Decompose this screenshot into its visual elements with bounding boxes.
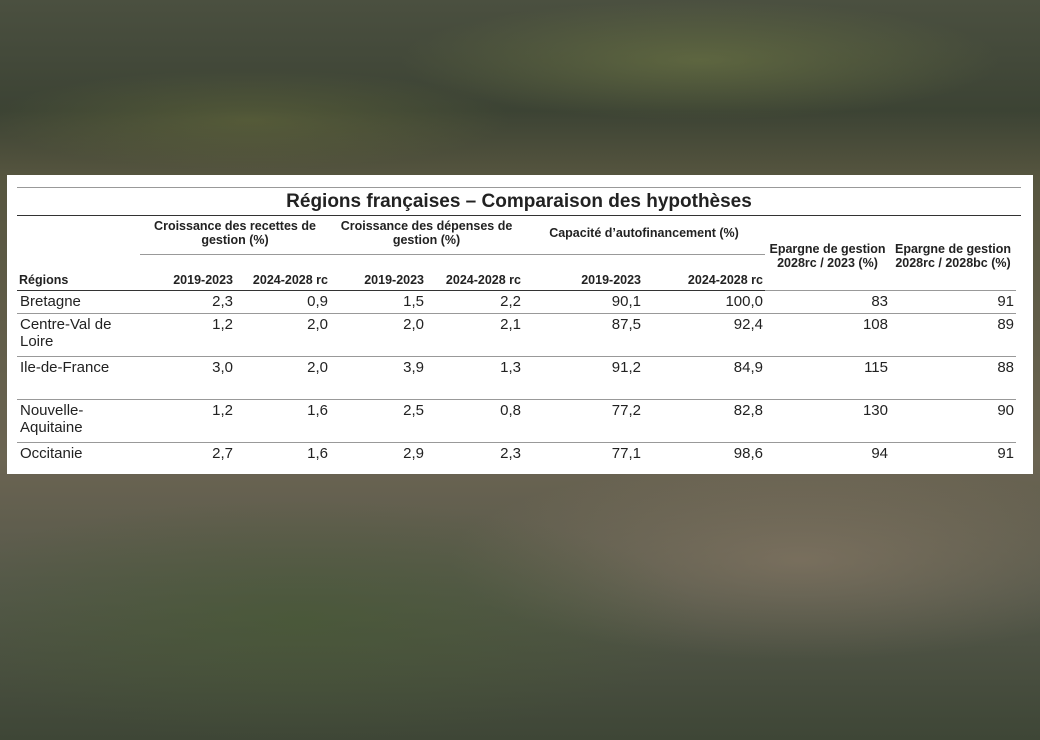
cell-value: 84,9 — [643, 356, 765, 400]
region-name: Nouvelle-Aquitaine — [17, 399, 140, 443]
table-card: Régions françaises – Comparaison des hyp… — [7, 175, 1033, 474]
cell-value: 1,5 — [330, 290, 426, 314]
cell-value: 77,2 — [523, 399, 643, 443]
blank-header — [17, 216, 140, 255]
cell-value: 2,0 — [330, 313, 426, 357]
cell-value: 91,2 — [523, 356, 643, 400]
cell-value: 2,9 — [330, 442, 426, 468]
cell-value: 130 — [765, 399, 890, 443]
table-title: Régions françaises – Comparaison des hyp… — [17, 187, 1021, 216]
region-name: Centre-Val de Loire — [17, 313, 140, 357]
sub-header: 2024-2028 rc — [643, 254, 765, 291]
table-row: Nouvelle-Aquitaine 1,2 1,6 2,5 0,8 77,2 82,8 13… — [17, 399, 1016, 443]
cell-value: 0,8 — [426, 399, 523, 443]
cell-value: 2,5 — [330, 399, 426, 443]
header-row: Croissance des recettes de gestion (%) Cr… — [17, 216, 1016, 270]
cell-value: 2,2 — [426, 290, 523, 314]
cell-value: 3,0 — [140, 356, 235, 400]
cell-value: 94 — [765, 442, 890, 468]
sub-header: 2019-2023 — [330, 254, 426, 291]
cell-value: 91 — [890, 442, 1016, 468]
cell-value: 115 — [765, 356, 890, 400]
cell-value: 108 — [765, 313, 890, 357]
cell-value: 2,0 — [235, 313, 330, 357]
column-header: Epargne de gestion 2028rc / 2023 (%) — [769, 242, 886, 270]
cell-value: 2,0 — [235, 356, 330, 400]
cell-value: 2,3 — [426, 442, 523, 468]
cell-value: 92,4 — [643, 313, 765, 357]
cell-value: 90,1 — [523, 290, 643, 314]
data-table: Croissance des recettes de gestion (%) Cr… — [17, 216, 1016, 468]
column-header: Régions — [17, 254, 140, 291]
group-header: Capacité d’autofinancement (%) — [523, 216, 765, 255]
cell-value: 91 — [890, 290, 1016, 314]
cell-value: 87,5 — [523, 313, 643, 357]
cell-value: 1,2 — [140, 313, 235, 357]
region-name: Occitanie — [17, 442, 140, 468]
cell-value: 3,9 — [330, 356, 426, 400]
table-row: Centre-Val de Loire 1,2 2,0 2,0 2,1 87,5 92,4 1… — [17, 313, 1016, 357]
cell-value: 0,9 — [235, 290, 330, 314]
table-row: Occitanie 2,7 1,6 2,9 2,3 77,1 98,6 94 91 — [17, 442, 1016, 468]
sub-header: 2024-2028 rc — [235, 254, 330, 291]
region-name: Ile-de-France — [17, 356, 140, 400]
cell-value: 1,6 — [235, 442, 330, 468]
column-header: Epargne de gestion 2028rc / 2028bc (%) — [895, 242, 1011, 270]
cell-value: 89 — [890, 313, 1016, 357]
sub-header: 2024-2028 rc — [426, 254, 523, 291]
table-row: Ile-de-France 3,0 2,0 3,9 1,3 91,2 84,9 115 88 — [17, 356, 1016, 400]
cell-value: 82,8 — [643, 399, 765, 443]
cell-value: 90 — [890, 399, 1016, 443]
cell-value: 2,7 — [140, 442, 235, 468]
region-name: Bretagne — [17, 290, 140, 314]
cell-value: 83 — [765, 290, 890, 314]
group-header: Croissance des dépenses de gestion (%) — [330, 216, 523, 255]
sub-header: 2019-2023 — [523, 254, 643, 291]
sub-header: 2019-2023 — [140, 254, 235, 291]
cell-value: 98,6 — [643, 442, 765, 468]
cell-value: 1,2 — [140, 399, 235, 443]
table-row: Bretagne 2,3 0,9 1,5 2,2 90,1 100,0 83 91 — [17, 290, 1016, 314]
cell-value: 1,6 — [235, 399, 330, 443]
cell-value: 88 — [890, 356, 1016, 400]
cell-value: 1,3 — [426, 356, 523, 400]
cell-value: 77,1 — [523, 442, 643, 468]
cell-value: 2,1 — [426, 313, 523, 357]
cell-value: 100,0 — [643, 290, 765, 314]
group-header: Croissance des recettes de gestion (%) — [140, 216, 330, 255]
cell-value: 2,3 — [140, 290, 235, 314]
